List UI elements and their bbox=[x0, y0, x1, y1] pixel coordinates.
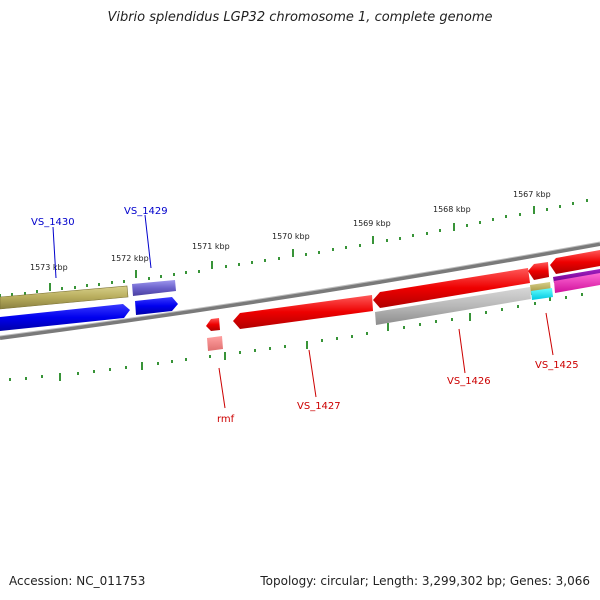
gene-vs1425-cog-box-cyan[interactable] bbox=[531, 288, 553, 300]
leader-line-vs1425 bbox=[545, 312, 554, 356]
gene-vs1429-arrow[interactable] bbox=[135, 297, 178, 315]
tick-label-1568: 1568 kbp bbox=[433, 205, 471, 214]
accession-text: Accession: NC_011753 bbox=[9, 574, 146, 588]
tick-label-1571: 1571 kbp bbox=[192, 242, 230, 251]
tick-label-1569: 1569 kbp bbox=[353, 219, 391, 228]
gene-vs1426-arrow[interactable] bbox=[373, 268, 530, 308]
gene-rmf-cog-box[interactable] bbox=[207, 336, 223, 351]
leader-line-vs1429 bbox=[144, 214, 152, 269]
gene-next-cog-box-magenta[interactable] bbox=[554, 273, 600, 293]
leader-line-vs1430 bbox=[52, 226, 57, 279]
gene-vs1429-cog-box[interactable] bbox=[132, 280, 176, 296]
tick-label-1570: 1570 kbp bbox=[272, 232, 310, 241]
gene-label-vs1425[interactable]: VS_1425 bbox=[535, 360, 579, 371]
gene-vs1430-arrow[interactable] bbox=[0, 304, 130, 331]
inner-tick-ring bbox=[9, 293, 583, 381]
leader-line-rmf bbox=[218, 367, 226, 409]
gene-vs1426-cog-box[interactable] bbox=[375, 287, 531, 325]
gene-label-vs1430[interactable]: VS_1430 bbox=[31, 217, 75, 228]
gene-label-vs1427[interactable]: VS_1427 bbox=[297, 401, 341, 412]
gene-label-vs1426[interactable]: VS_1426 bbox=[447, 376, 491, 387]
tick-label-1567: 1567 kbp bbox=[513, 190, 551, 199]
outer-tick-ring bbox=[0, 199, 588, 297]
gene-vs1427-arrow[interactable] bbox=[233, 295, 373, 329]
gene-vs1425-arrow[interactable] bbox=[528, 262, 549, 280]
gene-rmf-arrow[interactable] bbox=[206, 318, 220, 331]
map-title: Vibrio splendidus LGP32 chromosome 1, co… bbox=[107, 10, 493, 25]
gene-vs1430-cog-box[interactable] bbox=[0, 285, 129, 310]
tick-label-1572: 1572 kbp bbox=[111, 254, 149, 263]
chromosome-backbone bbox=[0, 242, 600, 340]
leader-line-vs1426 bbox=[458, 328, 466, 374]
gene-next-arrow[interactable] bbox=[550, 250, 600, 274]
gene-label-vs1429[interactable]: VS_1429 bbox=[124, 206, 168, 217]
tick-label-1573: 1573 kbp bbox=[30, 263, 68, 272]
topology-text: Topology: circular; Length: 3,299,302 bp… bbox=[260, 574, 590, 588]
leader-line-vs1427 bbox=[308, 349, 317, 398]
gene-label-rmf[interactable]: rmf bbox=[217, 414, 235, 425]
chromosome-backbone-highlight bbox=[0, 241, 600, 337]
